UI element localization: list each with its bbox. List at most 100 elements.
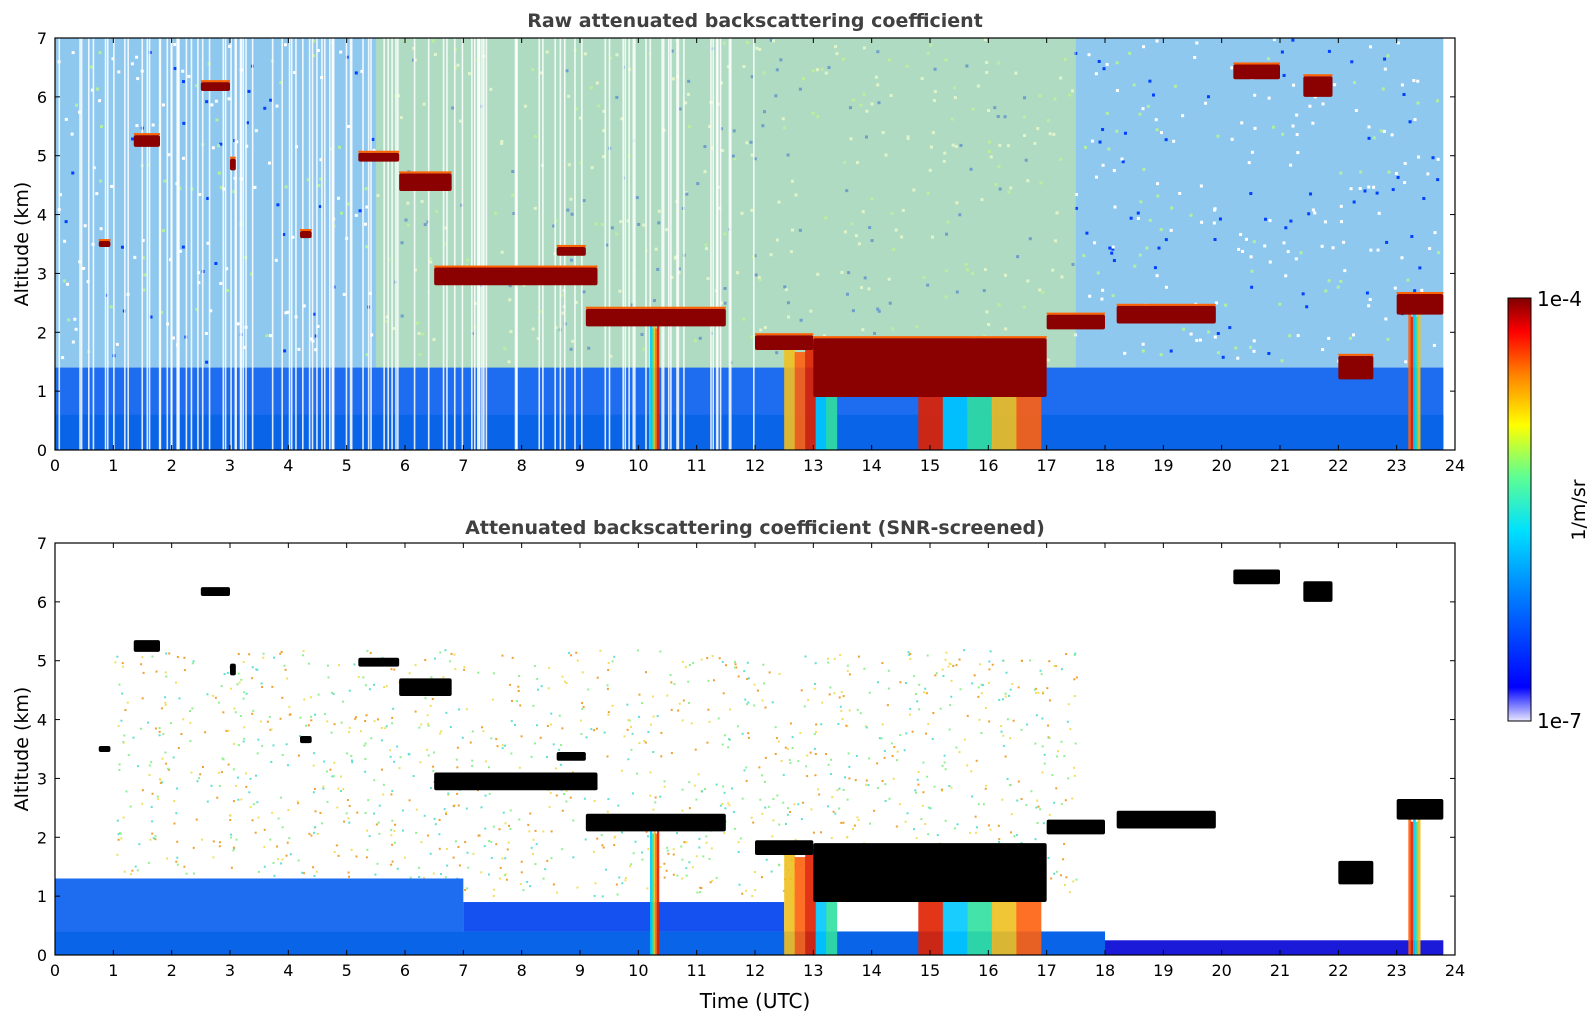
signal-pixel [606, 810, 609, 813]
signal-pixel [663, 785, 666, 788]
noise-pixel [1294, 257, 1298, 261]
signal-pixel [458, 864, 461, 867]
noise-pixel [1098, 140, 1102, 144]
precipitation-column [653, 320, 656, 450]
precipitation-column [650, 825, 653, 955]
signal-pixel [737, 675, 740, 678]
signal-pixel [1051, 774, 1054, 777]
signal-pixel [393, 829, 396, 832]
signal-pixel [314, 810, 317, 813]
noise-pixel [141, 256, 145, 260]
signal-pixel [561, 848, 564, 851]
signal-pixel [613, 655, 616, 658]
signal-pixel [139, 727, 142, 730]
signal-pixel [1046, 687, 1049, 690]
signal-pixel [501, 744, 504, 747]
signal-pixel [372, 683, 375, 686]
signal-pixel [944, 658, 947, 661]
dropout-streak [608, 38, 611, 450]
dropout-streak [308, 38, 311, 450]
signal-pixel [487, 873, 490, 876]
noise-pixel [1195, 338, 1199, 342]
signal-pixel [848, 709, 851, 712]
noise-pixel [98, 51, 102, 55]
signal-pixel [433, 817, 436, 820]
signal-pixel [571, 771, 574, 774]
noise-pixel [1230, 137, 1234, 141]
signal-pixel [335, 844, 338, 847]
signal-pixel [1075, 878, 1078, 881]
precipitation-column [1415, 316, 1419, 450]
signal-pixel [151, 820, 154, 823]
noise-pixel [1138, 112, 1142, 116]
signal-pixel [1004, 695, 1007, 698]
signal-pixel [607, 669, 610, 672]
signal-pixel [385, 725, 388, 728]
signal-pixel [380, 768, 383, 771]
signal-pixel [908, 713, 911, 716]
signal-pixel [321, 822, 324, 825]
noise-pixel [302, 304, 306, 308]
signal-pixel [391, 789, 394, 792]
noise-pixel [253, 185, 257, 189]
signal-pixel [391, 860, 394, 863]
signal-pixel [958, 751, 961, 754]
noise-pixel [339, 50, 343, 54]
noise-pixel [1383, 57, 1387, 61]
signal-pixel [722, 692, 725, 695]
signal-pixel [345, 812, 348, 815]
signal-pixel [165, 762, 168, 765]
dropout-streak [166, 38, 169, 450]
signal-pixel [257, 870, 260, 873]
noise-pixel [1193, 55, 1197, 59]
signal-pixel [777, 740, 780, 743]
noise-pixel [1375, 191, 1379, 195]
cloud-layer [399, 173, 452, 192]
colorbar-gradient [1507, 297, 1532, 722]
signal-pixel [955, 746, 958, 749]
noise-pixel [1309, 192, 1313, 196]
cloud-layer [813, 338, 1047, 398]
signal-pixel [684, 666, 687, 669]
noise-pixel [1189, 332, 1193, 336]
signal-pixel [348, 726, 351, 729]
noise-pixel [1115, 88, 1119, 92]
signal-pixel [971, 682, 974, 685]
signal-pixel [733, 666, 736, 669]
dropout-streak [345, 38, 348, 450]
noise-pixel [1286, 250, 1290, 254]
signal-pixel [888, 797, 891, 800]
signal-pixel [544, 868, 547, 871]
noise-pixel [1263, 244, 1267, 248]
signal-pixel [223, 673, 226, 676]
noise-pixel [1100, 297, 1104, 301]
noise-pixel [1372, 185, 1376, 189]
signal-pixel [909, 652, 912, 655]
noise-pixel [1253, 126, 1257, 130]
signal-pixel [1064, 799, 1067, 802]
signal-pixel [189, 740, 192, 743]
signal-pixel [620, 831, 623, 834]
signal-pixel [924, 687, 927, 690]
noise-pixel [90, 88, 94, 92]
noise-pixel [1173, 84, 1177, 88]
signal-pixel [815, 723, 818, 726]
noise-pixel [1420, 288, 1424, 292]
noise-pixel [1320, 244, 1324, 248]
signal-pixel [1010, 831, 1013, 834]
signal-pixel [802, 801, 805, 804]
signal-pixel [830, 773, 833, 776]
noise-pixel [1221, 355, 1225, 359]
signal-pixel [851, 827, 854, 830]
signal-pixel [464, 888, 467, 891]
signal-pixel [548, 805, 551, 808]
signal-pixel [572, 856, 575, 859]
dropout-streak [515, 38, 518, 450]
x-tick-label: 5 [342, 456, 352, 475]
noise-pixel [109, 305, 113, 309]
signal-pixel [753, 683, 756, 686]
raw-backscatter-panel: Raw attenuated backscattering coefficien… [11, 10, 1465, 475]
cloud-edge [98, 239, 111, 242]
heatmap-area [55, 569, 1444, 955]
signal-pixel [887, 669, 890, 672]
